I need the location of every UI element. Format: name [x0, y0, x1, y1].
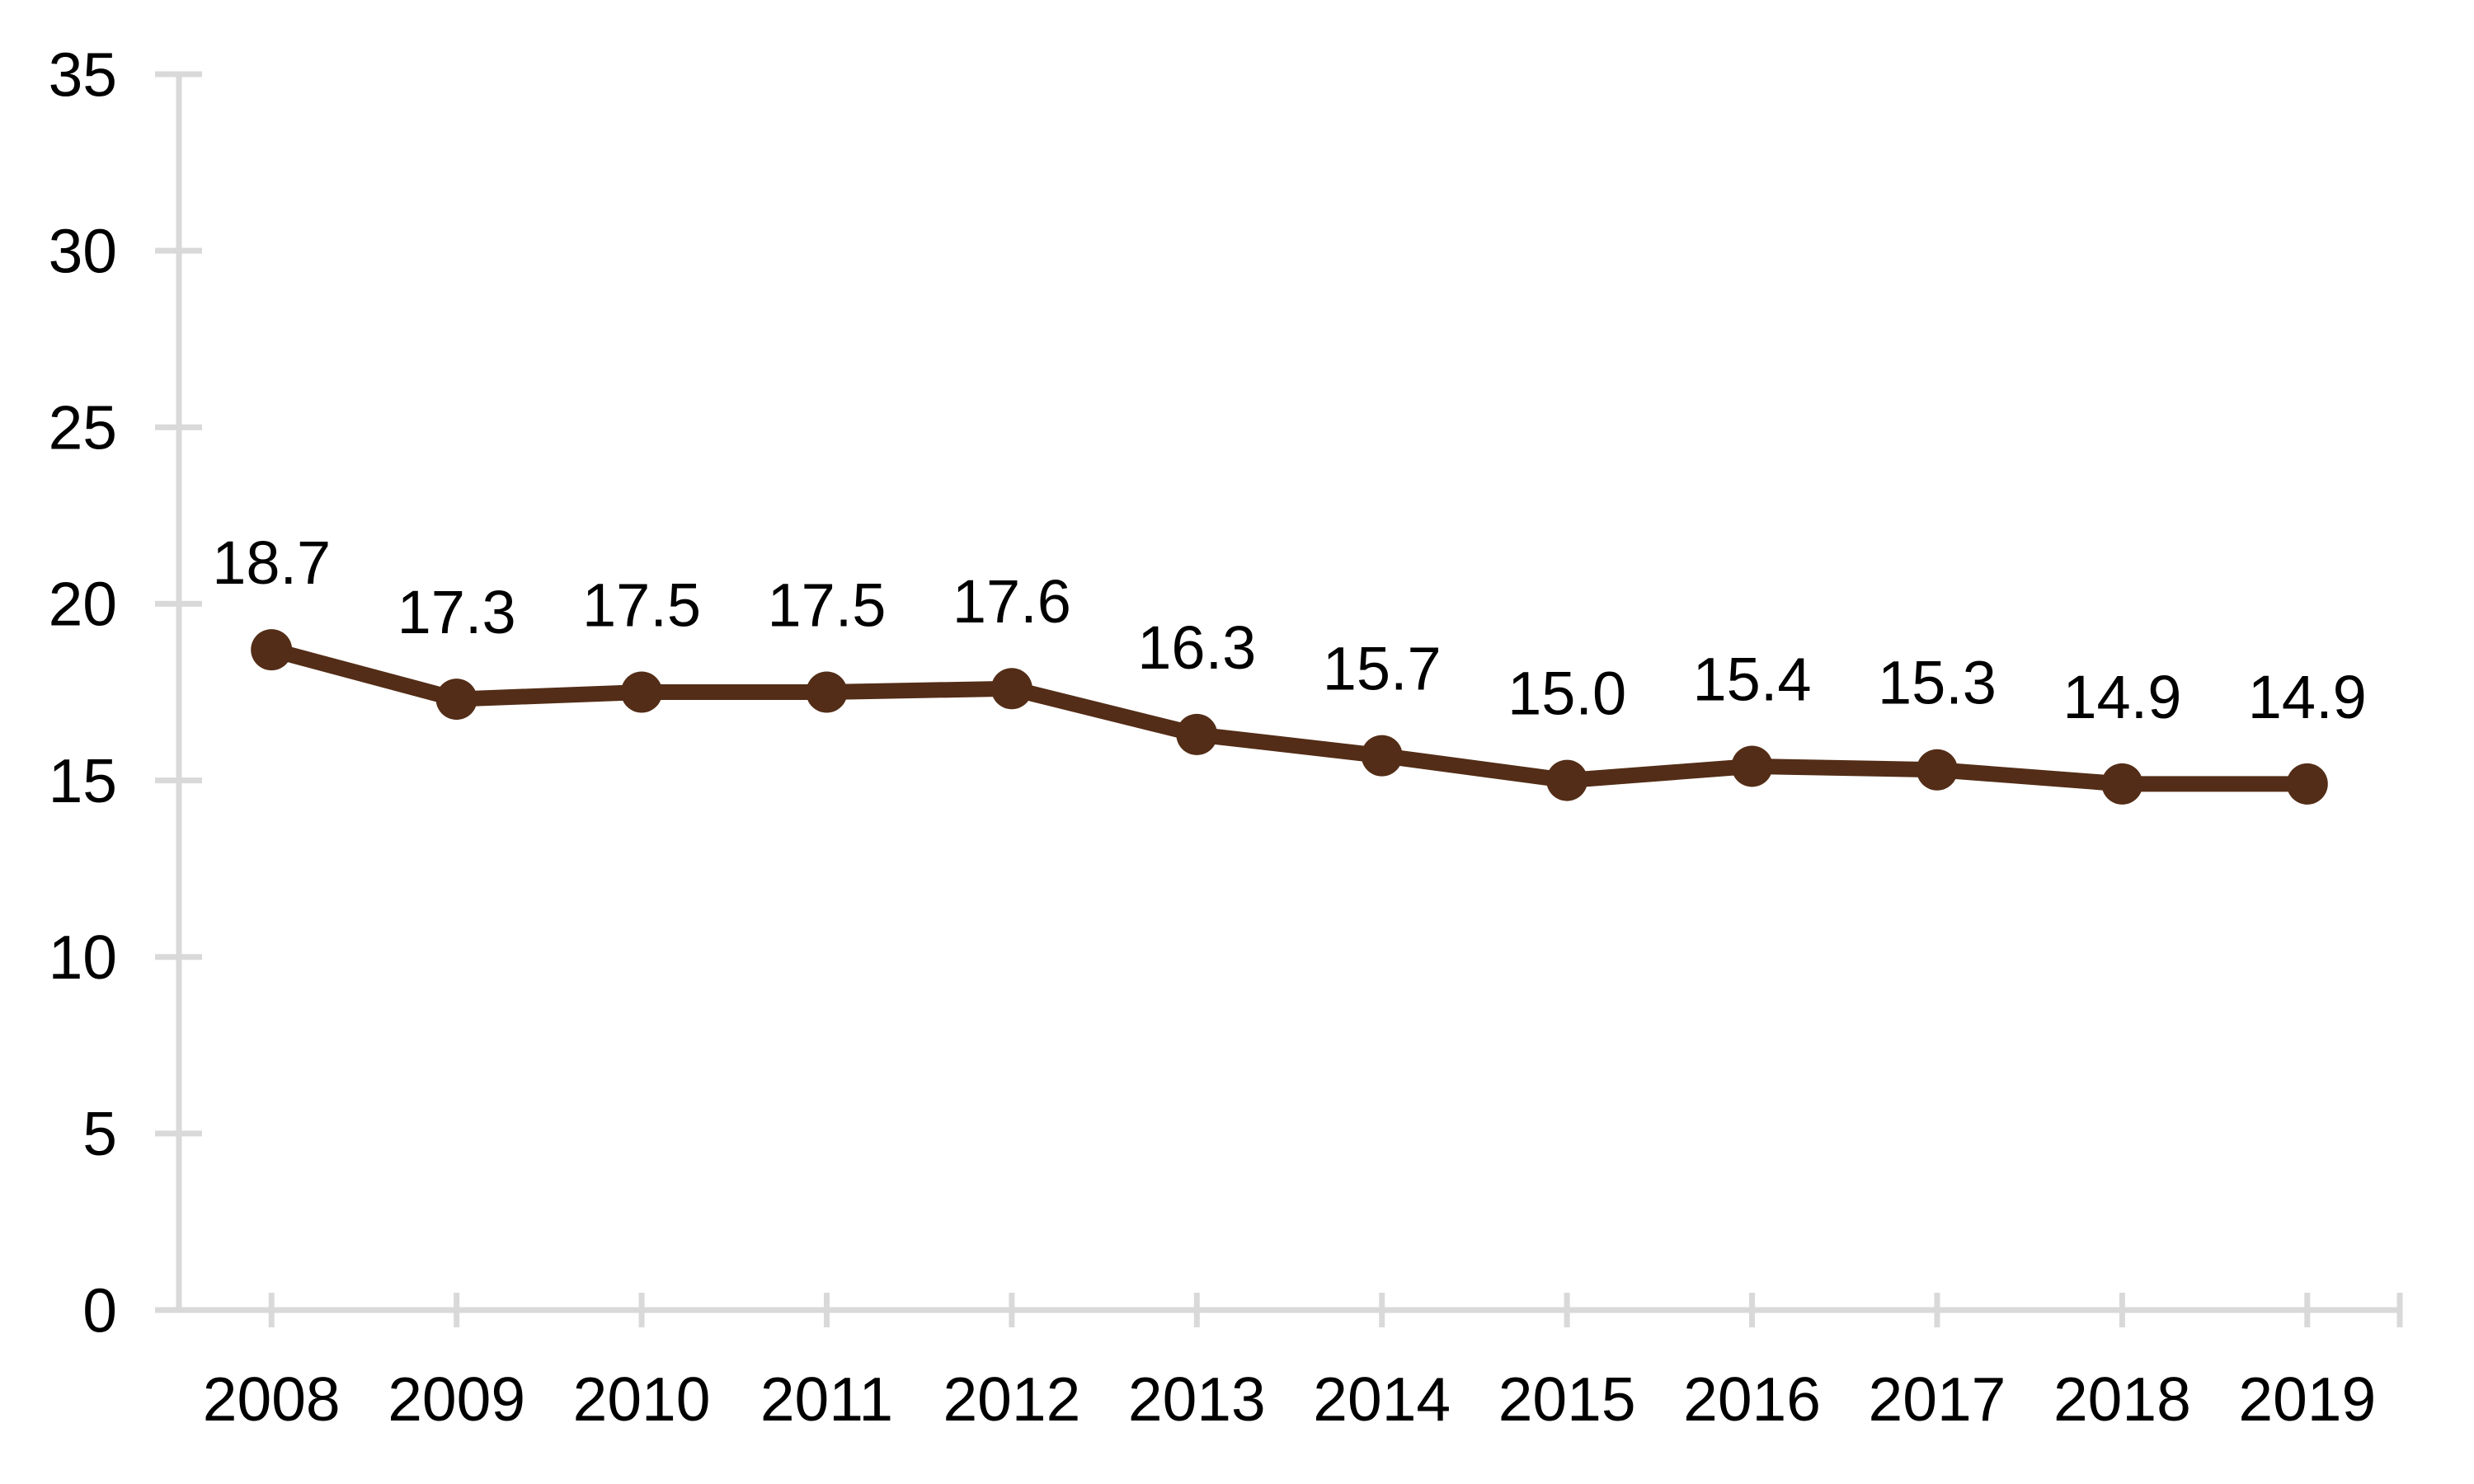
series-line: [263, 641, 2316, 792]
data-point-marker: [1546, 759, 1588, 801]
y-tick-label: 0: [82, 1275, 117, 1345]
x-tick-label: 2011: [760, 1364, 893, 1434]
y-axis-group: 0 5 10 15 20 25 30 35: [49, 40, 202, 1345]
y-tick-label: 30: [49, 216, 117, 285]
y-tick-label: 10: [49, 923, 117, 992]
y-tick-label: 35: [49, 40, 117, 109]
data-point-marker: [621, 671, 663, 713]
y-tick-label: 25: [49, 393, 117, 463]
data-point-marker: [1916, 749, 1958, 791]
y-tick-label: 20: [49, 570, 117, 639]
data-point-marker: [2101, 763, 2143, 805]
x-tick-label: 2012: [943, 1364, 1080, 1434]
data-point-label: 17.3: [397, 578, 516, 646]
y-tick-label: 5: [82, 1099, 117, 1168]
x-tick-label: 2013: [1128, 1364, 1266, 1434]
data-point-marker: [2286, 763, 2328, 805]
data-point-marker: [1731, 745, 1773, 787]
y-tick-label: 15: [49, 746, 117, 815]
x-tick-label: 2009: [388, 1364, 525, 1434]
data-point-marker: [1361, 735, 1403, 777]
x-tick-label: 2014: [1313, 1364, 1451, 1434]
x-tick-label: 2019: [2238, 1364, 2376, 1434]
data-point-label: 15.7: [1323, 635, 1442, 703]
data-point-label: 15.0: [1507, 660, 1626, 728]
data-point-label: 14.9: [2062, 663, 2181, 731]
x-tick-label: 2008: [203, 1364, 341, 1434]
data-point-label: 17.6: [952, 567, 1071, 636]
x-tick-label: 2018: [2053, 1364, 2191, 1434]
data-point-marker: [806, 671, 848, 713]
x-tick-label: 2010: [573, 1364, 711, 1434]
x-tick-label: 2016: [1683, 1364, 1821, 1434]
data-point-marker: [435, 679, 477, 721]
data-point-label: 15.3: [1878, 649, 1997, 717]
x-tick-label: 2017: [1869, 1364, 2006, 1434]
data-point-marker: [990, 668, 1032, 710]
data-point-label: 15.4: [1693, 645, 1812, 713]
data-point-label: 17.5: [582, 571, 701, 640]
data-point-label: 16.3: [1137, 613, 1256, 682]
data-point-marker: [251, 629, 293, 671]
x-tick-label: 2015: [1498, 1364, 1636, 1434]
data-labels-group: 18.7 17.3 17.5 17.5 17.6 16.3 15.7 15.0 15.4 15.3…: [212, 528, 2367, 731]
x-axis-group: 2008 2009 2010 2011 2012 2013 2014 2015 2016 2017…: [155, 1293, 2403, 1434]
data-point-label: 17.5: [767, 571, 886, 640]
series-group: [251, 629, 2328, 805]
data-point-label: 18.7: [212, 528, 331, 597]
data-point-label: 14.9: [2248, 663, 2367, 731]
data-point-marker: [1176, 713, 1218, 755]
